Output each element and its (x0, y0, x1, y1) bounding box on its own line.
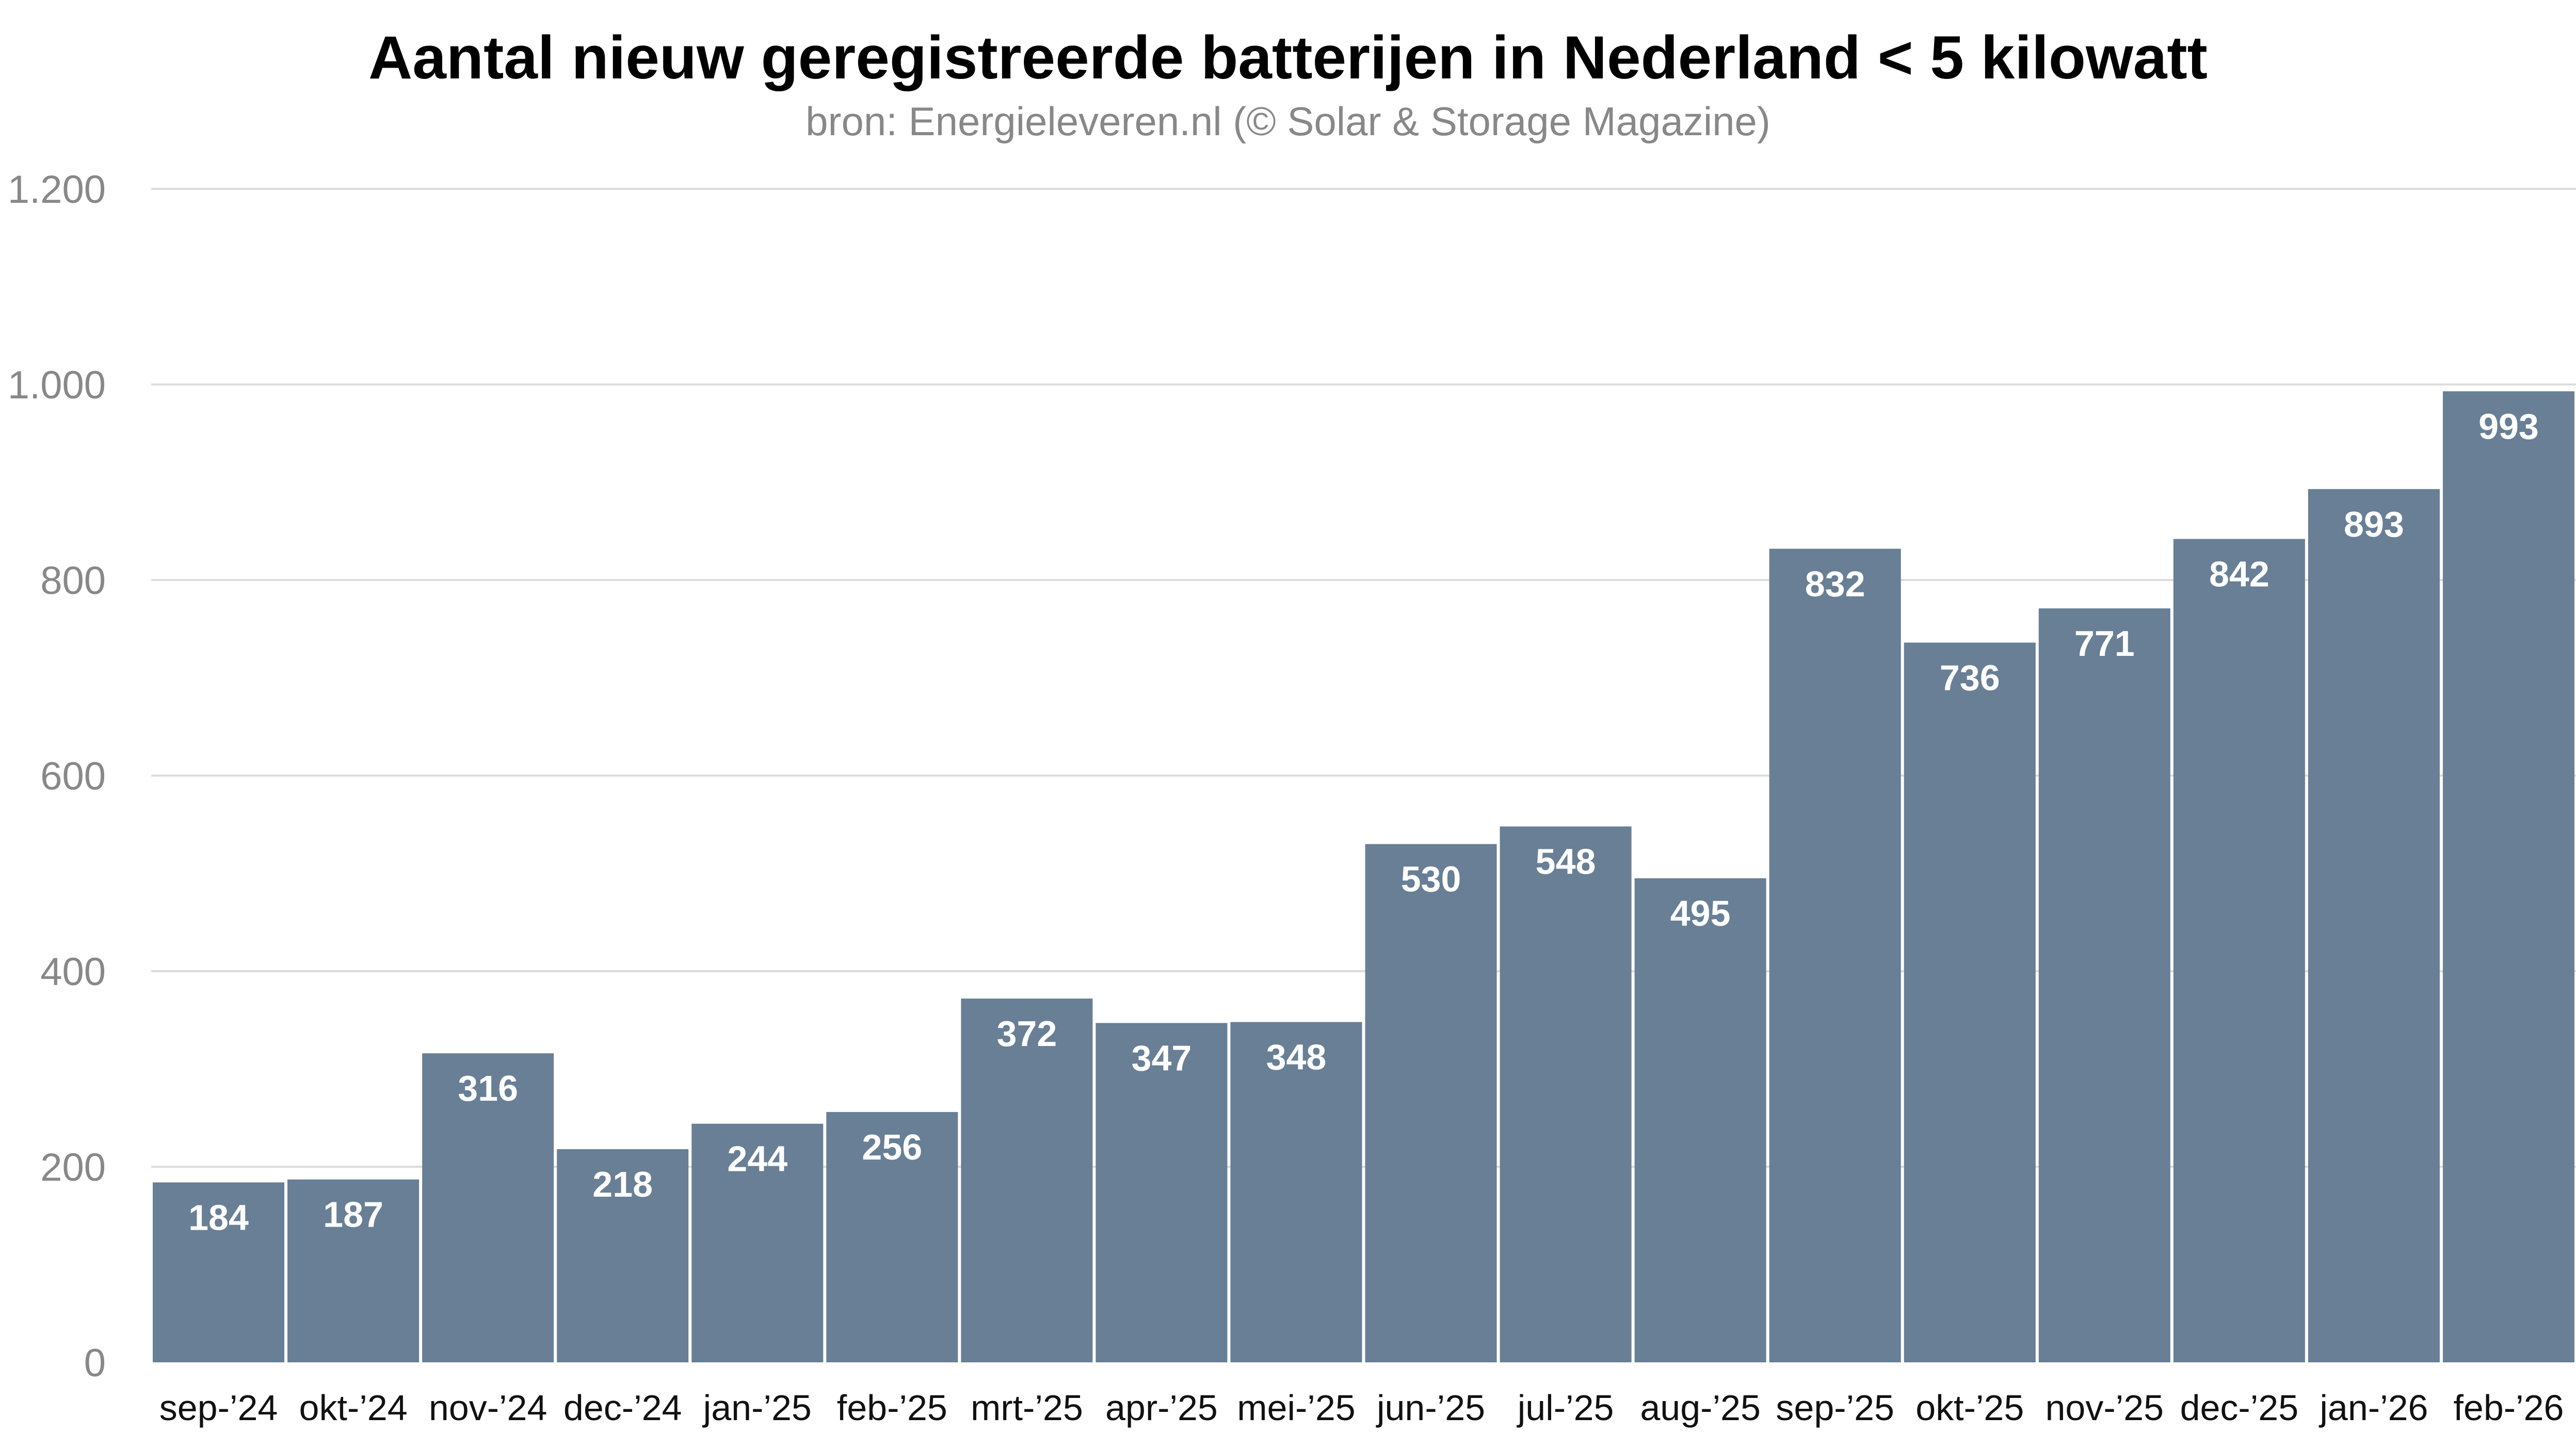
data-label: 316 (458, 1068, 518, 1108)
y-tick-label: 400 (40, 950, 106, 994)
bar (153, 1182, 285, 1362)
bar (287, 1179, 420, 1362)
data-label: 548 (1536, 842, 1596, 882)
bar (1769, 549, 1901, 1362)
bar (2308, 489, 2440, 1362)
bar (691, 1123, 824, 1362)
data-label: 893 (2344, 504, 2404, 544)
bar (961, 999, 1093, 1362)
x-tick-label: aug-’25 (1640, 1388, 1761, 1428)
x-tick-label: jul-’25 (1517, 1388, 1614, 1428)
bar (2442, 391, 2574, 1362)
y-tick-label: 200 (40, 1146, 106, 1189)
bar (826, 1112, 958, 1362)
bar (1230, 1022, 1362, 1362)
x-tick-label: feb-’25 (837, 1388, 947, 1428)
data-label: 372 (996, 1013, 1057, 1054)
data-label: 187 (323, 1195, 383, 1235)
data-label: 256 (862, 1127, 922, 1167)
data-label: 244 (727, 1139, 787, 1179)
x-tick-label: jun-’25 (1376, 1388, 1485, 1428)
x-tick-label: mei-’25 (1237, 1388, 1356, 1428)
x-tick-label: nov-’24 (429, 1388, 548, 1428)
data-label: 832 (1805, 564, 1865, 604)
data-label: 842 (2209, 554, 2269, 594)
y-tick-label: 1.000 (8, 363, 106, 407)
x-tick-label: dec-’24 (564, 1388, 682, 1428)
bar (2173, 539, 2305, 1362)
data-label: 218 (592, 1164, 653, 1204)
x-tick-label: sep-’25 (1776, 1388, 1894, 1428)
y-tick-label: 800 (40, 559, 106, 603)
data-label: 495 (1670, 893, 1731, 934)
data-label: 736 (1940, 657, 2000, 698)
bar (1634, 878, 1766, 1362)
bar (422, 1053, 554, 1362)
x-tick-label: sep-’24 (159, 1388, 278, 1428)
chart-subtitle: bron: Energieleveren.nl (© Solar & Stora… (806, 99, 1770, 144)
data-label: 347 (1132, 1038, 1192, 1078)
y-tick-label: 600 (40, 754, 106, 798)
x-tick-label: okt-’24 (299, 1388, 408, 1428)
x-tick-label: jan-’26 (2319, 1388, 2428, 1428)
chart-title: Aantal nieuw geregistreerde batterijen i… (368, 24, 2208, 92)
y-tick-label: 0 (84, 1341, 106, 1385)
data-label: 530 (1401, 859, 1461, 899)
x-tick-label: mrt-’25 (971, 1388, 1083, 1428)
data-label: 184 (188, 1197, 249, 1237)
x-tick-label: jan-’25 (702, 1388, 812, 1428)
x-tick-label: feb-’26 (2453, 1388, 2564, 1428)
x-tick-label: okt-’25 (1915, 1388, 2024, 1428)
bar (1365, 844, 1497, 1362)
data-label: 993 (2478, 406, 2539, 446)
x-tick-label: nov-’25 (2046, 1388, 2164, 1428)
bar (2038, 608, 2170, 1362)
bar (1904, 642, 2036, 1362)
y-tick-label: 1.200 (8, 168, 106, 212)
bar (1500, 826, 1632, 1362)
data-label: 771 (2074, 623, 2135, 664)
bar (557, 1149, 689, 1362)
x-tick-label: dec-’25 (2180, 1388, 2299, 1428)
data-label: 348 (1266, 1037, 1327, 1077)
x-tick-label: apr-’25 (1105, 1388, 1218, 1428)
bar (1096, 1023, 1228, 1362)
